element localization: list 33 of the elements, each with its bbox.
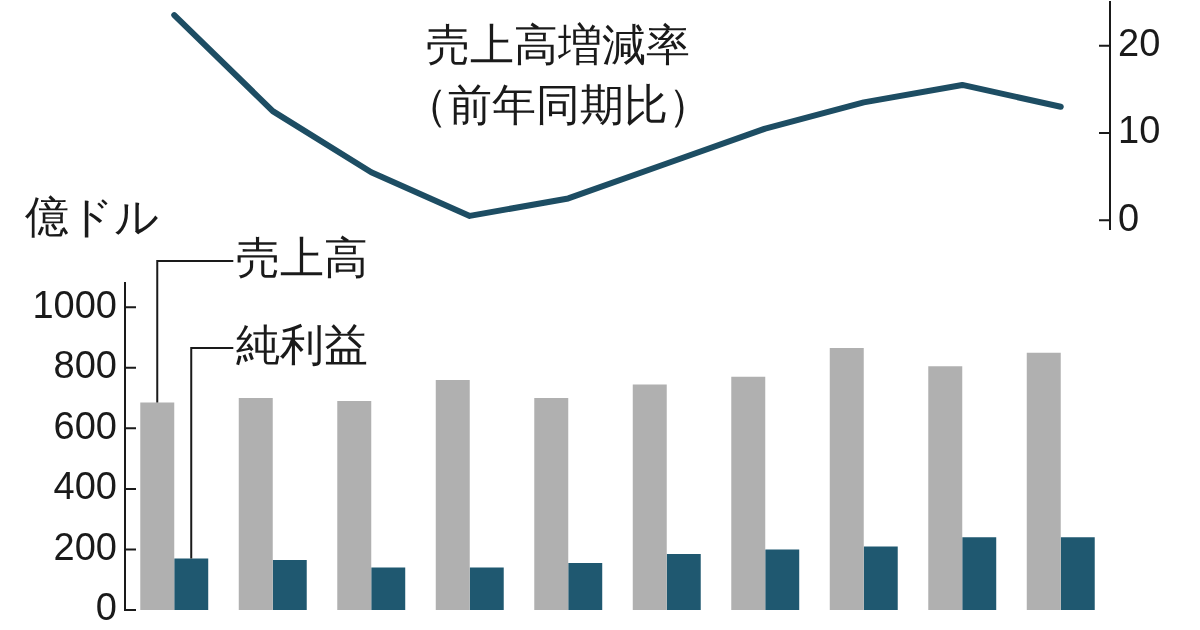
y-tick-label: 400 (53, 465, 117, 508)
bar (863, 546, 898, 610)
bar (337, 401, 372, 610)
y-tick-label: 20 (1118, 22, 1161, 65)
bar (666, 553, 701, 610)
bar (765, 549, 800, 610)
y-tick-label: 0 (1118, 196, 1140, 239)
bar (238, 398, 273, 610)
series-label: 売上高増減率（前年同期比） (404, 20, 713, 130)
bar (140, 402, 175, 610)
y-tick-label: 10 (1118, 109, 1161, 152)
bar (962, 537, 997, 610)
y-axis-title: 億ドル (25, 192, 159, 242)
bar (928, 366, 963, 610)
bar (272, 560, 307, 610)
bar (174, 558, 209, 610)
bar (731, 376, 766, 610)
bar (829, 348, 864, 610)
text: 売上高 (236, 233, 369, 283)
bar (568, 563, 603, 610)
y-tick-label: 800 (53, 344, 117, 387)
y-tick-label: 600 (53, 404, 117, 447)
y-tick-label: 1000 (32, 283, 117, 326)
text: 純利益 (236, 320, 369, 370)
y-tick-label: 200 (53, 525, 117, 568)
bar (435, 379, 470, 610)
bar (1026, 352, 1061, 610)
y-tick-label: 0 (95, 586, 117, 629)
bar (1060, 537, 1095, 610)
bar (371, 567, 406, 610)
bar (534, 398, 569, 610)
bar (632, 384, 667, 610)
bar (469, 567, 504, 610)
